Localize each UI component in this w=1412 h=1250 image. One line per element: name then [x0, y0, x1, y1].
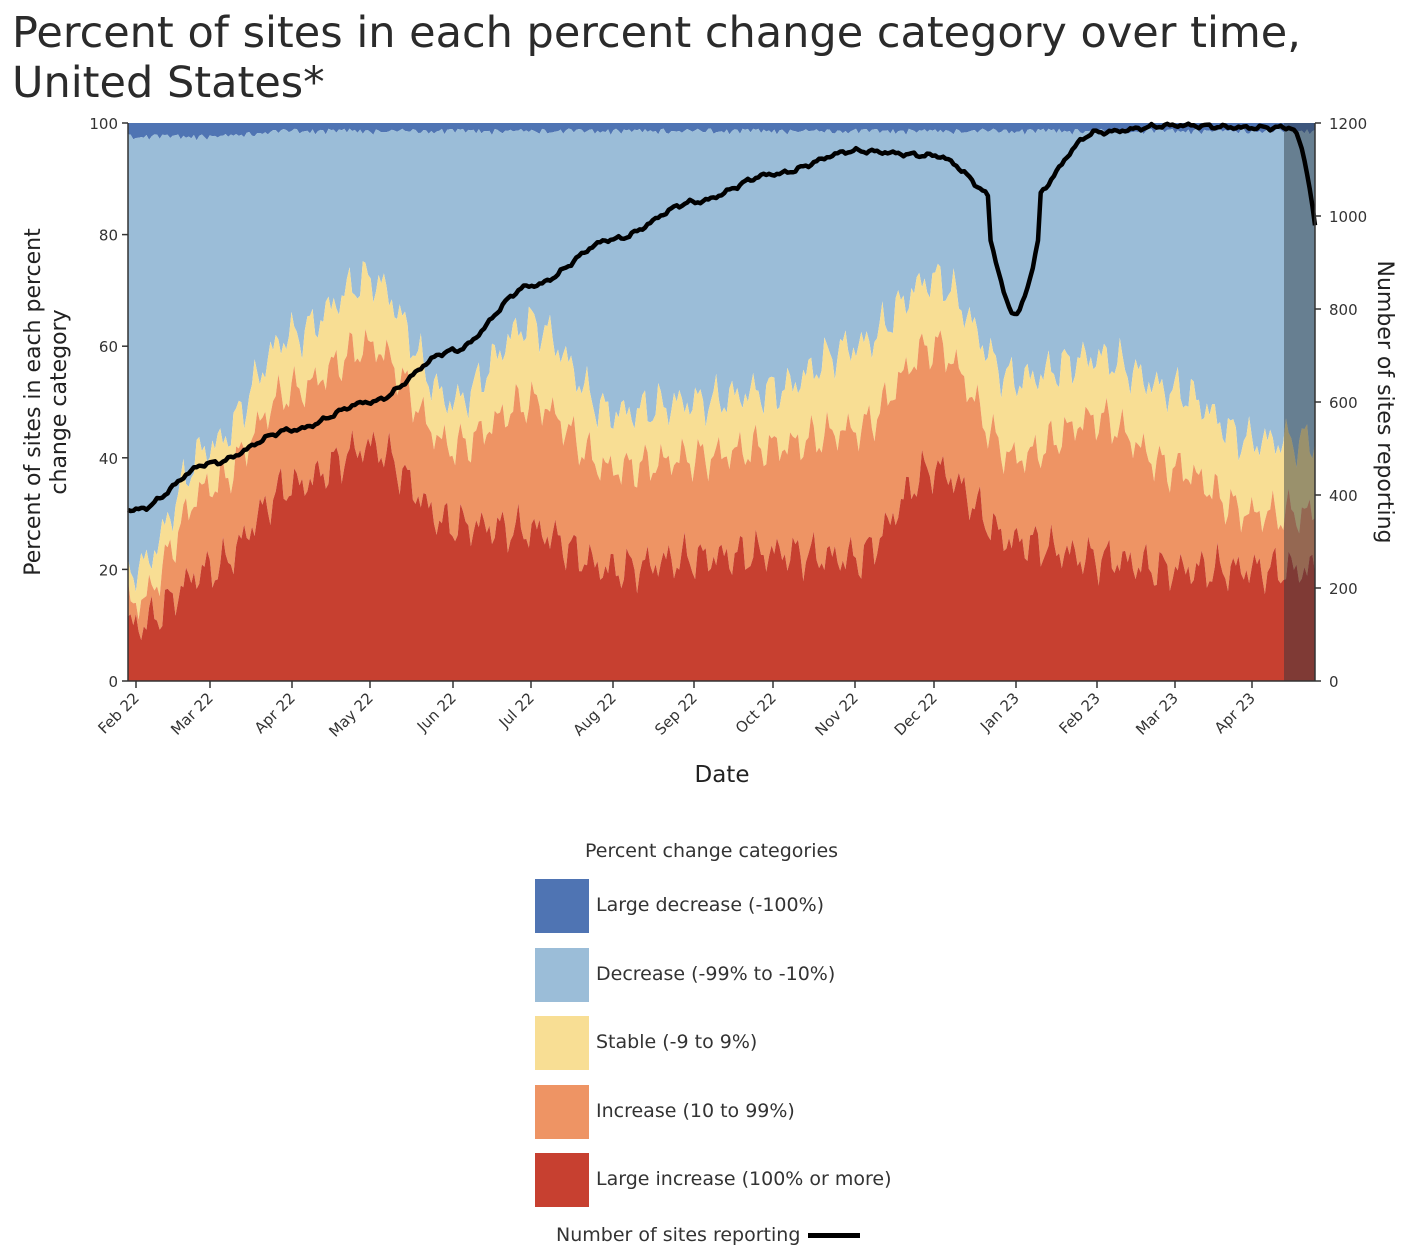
- stacked-areas: [128, 123, 1315, 681]
- legend-item-large-decrease: Large decrease (-100%): [535, 879, 1035, 933]
- x-tick-label: Sep 22: [651, 689, 701, 739]
- y2-tick-label: 1200: [1329, 115, 1367, 133]
- y-tick-label: 40: [99, 450, 118, 468]
- x-tick-label: May 22: [325, 689, 377, 741]
- legend-swatch: [535, 1016, 589, 1070]
- legend-label: Decrease (-99% to -10%): [596, 963, 836, 985]
- legend-item-stable: Stable (-9 to 9%): [535, 1016, 1035, 1070]
- y2-axis-label: Number of sites reporting: [1372, 261, 1397, 544]
- x-tick-label: Apr 23: [1211, 689, 1259, 737]
- area-increase: [128, 328, 1315, 641]
- chart-title: Percent of sites in each percent change …: [12, 8, 1301, 108]
- legend-swatch: [535, 1153, 589, 1207]
- sites-reporting-line: [127, 121, 1318, 514]
- legend-item-large-increase: Large increase (100% or more): [535, 1153, 1035, 1207]
- x-tick-label: Nov 22: [812, 689, 862, 739]
- y-tick-label: 100: [89, 115, 118, 133]
- legend-item-decrease: Decrease (-99% to -10%): [535, 948, 1035, 1002]
- x-tick-label: Mar 23: [1132, 689, 1182, 739]
- y2-tick-label: 0: [1329, 673, 1339, 691]
- line-legend-swatch: [808, 1233, 861, 1238]
- area-large-increase: [128, 429, 1315, 681]
- area-decrease: [128, 128, 1315, 592]
- y2-tick-label: 600: [1329, 394, 1358, 412]
- legend-swatch: [535, 948, 589, 1002]
- x-tick-label: Jan 23: [976, 689, 1023, 736]
- legend: Percent change categories Large decrease…: [0, 830, 1412, 1250]
- x-tick-label: Dec 22: [891, 689, 941, 739]
- x-tick-label: Jun 22: [413, 689, 460, 736]
- legend-swatch: [535, 1085, 589, 1139]
- y-tick-label: 80: [99, 227, 118, 245]
- legend-title: Percent change categories: [585, 840, 839, 862]
- area-stable: [128, 261, 1315, 620]
- x-axis-label: Date: [695, 762, 750, 788]
- x-tick-label: Mar 22: [167, 689, 217, 739]
- legend-label: Large decrease (-100%): [596, 894, 825, 916]
- y-tick-label: 0: [108, 673, 118, 691]
- x-tick-label: Aug 22: [570, 689, 620, 739]
- y2-tick-label: 800: [1329, 301, 1358, 319]
- recent-data-shade: [1284, 123, 1315, 681]
- legend-swatch: [535, 879, 589, 933]
- y-axis-label-line-2: change category: [47, 309, 72, 494]
- x-tick-label: Jul 22: [495, 689, 538, 732]
- line-legend: Number of sites reporting: [556, 1224, 861, 1246]
- y2-tick-label: 400: [1329, 487, 1358, 505]
- legend-label: Increase (10 to 99%): [596, 1100, 795, 1122]
- legend-label: Stable (-9 to 9%): [596, 1031, 758, 1053]
- x-tick-label: Feb 23: [1055, 689, 1103, 737]
- y2-tick-label: 1000: [1329, 208, 1367, 226]
- line-legend-label: Number of sites reporting: [556, 1224, 801, 1246]
- x-tick-label: Oct 22: [732, 689, 780, 737]
- legend-label: Large increase (100% or more): [596, 1168, 892, 1190]
- y-tick-label: 60: [99, 338, 118, 356]
- legend-item-increase: Increase (10 to 99%): [535, 1085, 1035, 1139]
- x-tick-label: Apr 22: [251, 689, 299, 737]
- x-tick-label: Feb 22: [94, 689, 142, 737]
- area-large-decrease: [128, 123, 1315, 141]
- y2-tick-label: 200: [1329, 580, 1358, 598]
- y-tick-label: 20: [99, 561, 118, 579]
- y-axis-label-line-1: Percent of sites in each percent: [21, 228, 46, 576]
